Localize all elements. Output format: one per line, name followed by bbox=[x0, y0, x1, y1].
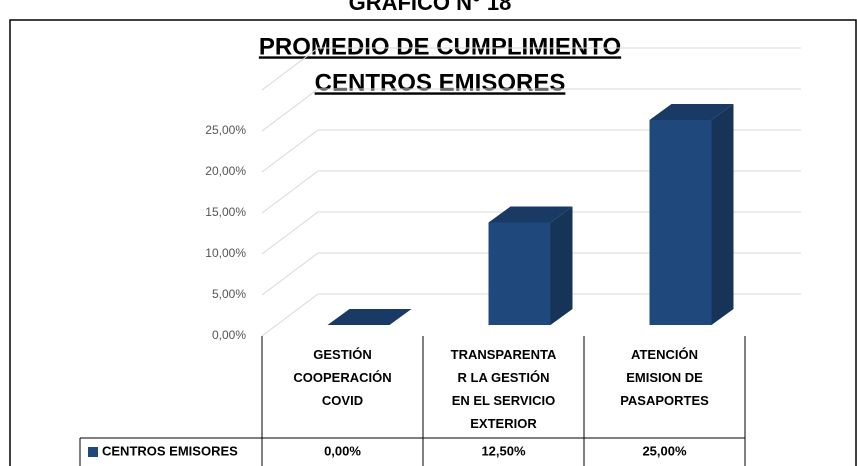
bar-front bbox=[649, 120, 712, 325]
y-tick-label: 25,00% bbox=[205, 123, 246, 137]
x-tick-label: GESTIÓN COOPERACIÓN COVID bbox=[293, 347, 391, 408]
y-tick-label: 20,00% bbox=[205, 164, 246, 178]
grid-line bbox=[261, 47, 801, 91]
y-tick-label: 5,00% bbox=[212, 287, 246, 301]
grid-line bbox=[261, 129, 801, 173]
x-tick-label: TRANSPARENTA R LA GESTIÓN EN EL SERVICIO EX… bbox=[451, 347, 557, 431]
value-label: 12,50% bbox=[481, 443, 526, 458]
bar-top bbox=[488, 206, 573, 223]
bar-top bbox=[649, 104, 734, 120]
chart-title: CENTROS EMISORES bbox=[315, 69, 566, 96]
legend-swatch bbox=[88, 447, 98, 457]
grid-line bbox=[261, 293, 801, 337]
y-tick-label: 10,00% bbox=[205, 246, 246, 260]
header: GRÁFICO N° 18 bbox=[349, 0, 512, 15]
grid-line bbox=[261, 170, 801, 214]
bar-top bbox=[327, 309, 412, 325]
chart-title: PROMEDIO DE CUMPLIMIENTO bbox=[259, 33, 621, 60]
value-label: 0,00% bbox=[324, 443, 361, 458]
value-label: 25,00% bbox=[642, 443, 687, 458]
bar-side bbox=[550, 206, 573, 325]
x-tick-label: ATENCIÓN EMISION DE PASAPORTES bbox=[620, 347, 709, 408]
grid-line bbox=[261, 211, 801, 255]
legend-label: CENTROS EMISORES bbox=[102, 443, 238, 458]
grid-line bbox=[261, 252, 801, 296]
grid-line bbox=[261, 88, 801, 132]
bar-side bbox=[711, 104, 734, 325]
bar-front bbox=[488, 222, 551, 325]
y-tick-label: 0,00% bbox=[212, 328, 246, 342]
y-tick-label: 15,00% bbox=[205, 205, 246, 219]
